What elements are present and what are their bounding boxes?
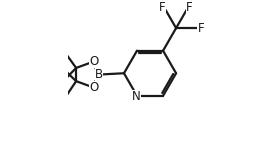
Text: F: F [186,1,193,14]
Text: F: F [197,22,204,35]
Text: O: O [89,81,98,94]
Text: B: B [95,68,103,81]
Text: O: O [89,55,98,68]
Text: F: F [159,1,166,14]
Text: N: N [132,90,141,103]
